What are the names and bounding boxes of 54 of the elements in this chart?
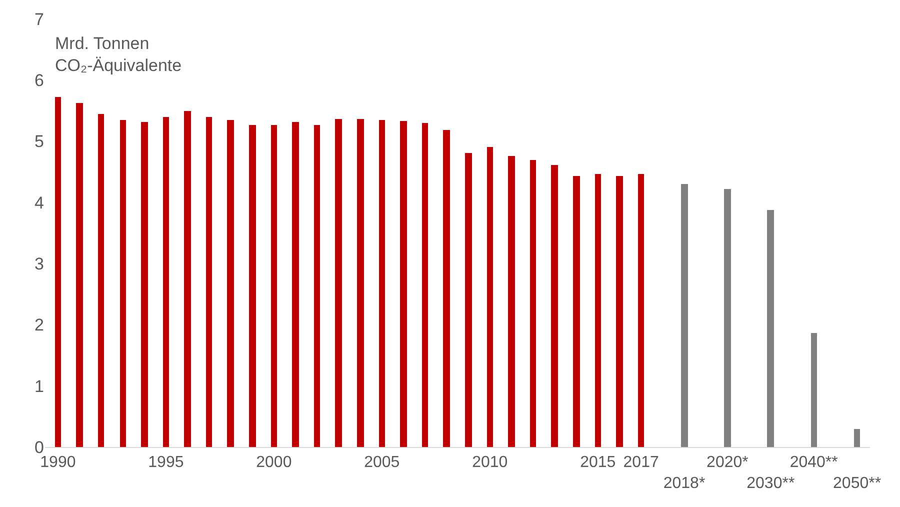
bar xyxy=(854,429,860,447)
bar xyxy=(595,174,601,447)
bar xyxy=(184,111,191,447)
bar xyxy=(55,97,61,447)
y-tick-label: 6 xyxy=(34,71,44,90)
x-tick-label: 2050** xyxy=(833,475,882,492)
y-tick-label: 4 xyxy=(34,193,44,212)
bar xyxy=(357,119,364,447)
x-tick-label: 2040** xyxy=(790,454,838,472)
y-tick-label: 3 xyxy=(34,254,44,274)
bar xyxy=(141,122,148,447)
bar xyxy=(292,122,299,447)
y-tick-label: 7 xyxy=(34,10,44,29)
x-tick-label: 2020* xyxy=(706,454,748,472)
x-tick-label: 1990 xyxy=(40,454,76,472)
bar xyxy=(724,189,731,447)
bar xyxy=(206,117,212,447)
x-tick-label: 1995 xyxy=(148,454,184,472)
bar xyxy=(249,125,256,447)
bar xyxy=(681,184,688,447)
bar xyxy=(163,117,169,447)
bar xyxy=(227,120,234,447)
bar xyxy=(767,210,774,447)
y-tick-label: 2 xyxy=(34,316,44,335)
bar xyxy=(487,147,493,447)
x-tick-label: 2010 xyxy=(472,454,508,472)
bar xyxy=(508,156,515,447)
bar xyxy=(120,120,126,447)
bar xyxy=(616,176,623,447)
bar xyxy=(314,125,320,447)
bar xyxy=(573,176,580,447)
bar xyxy=(443,130,450,447)
y-tick-label: 5 xyxy=(34,132,44,152)
x-tick-label: 2030** xyxy=(746,475,795,492)
bar xyxy=(379,120,385,447)
bar xyxy=(465,153,472,447)
bar xyxy=(335,119,342,447)
bar xyxy=(811,333,817,447)
x-tick-label: 2015 xyxy=(580,454,616,472)
x-tick-label: 2000 xyxy=(256,454,292,472)
bar xyxy=(551,165,558,447)
y-tick-label: 1 xyxy=(34,376,44,396)
y-axis-title: Mrd. Tonnen CO₂-Äquivalente xyxy=(55,34,182,76)
y-tick-label: 0 xyxy=(34,438,44,457)
bar xyxy=(422,123,428,447)
bar xyxy=(271,125,277,447)
bar xyxy=(98,114,104,447)
bar xyxy=(76,103,83,447)
x-tick-label: 2017 xyxy=(623,454,659,472)
bar xyxy=(400,121,407,447)
bar xyxy=(638,174,644,447)
x-tick-label: 2005 xyxy=(364,454,400,472)
bar xyxy=(530,160,536,447)
x-tick-label: 2018* xyxy=(663,475,706,492)
